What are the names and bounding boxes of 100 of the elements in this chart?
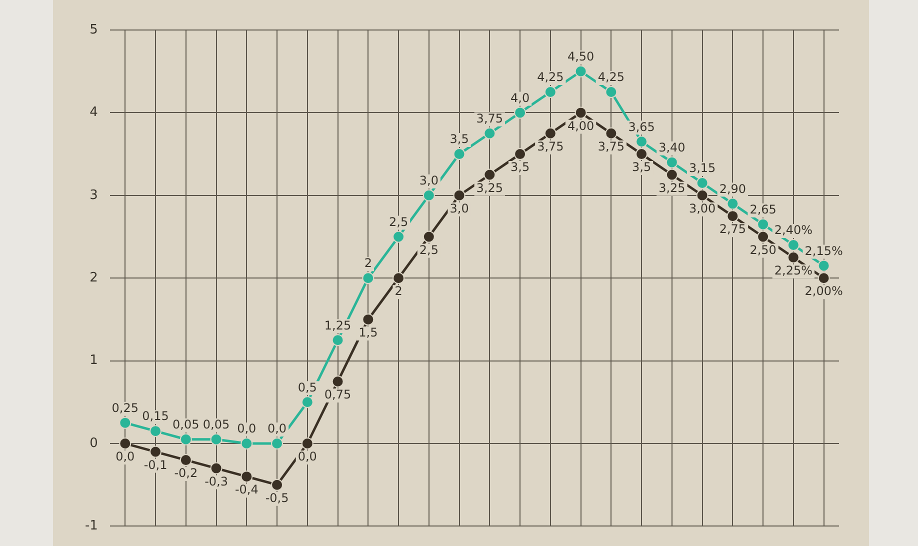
data-label: 0,75 [324, 388, 352, 402]
point [605, 127, 618, 140]
y-tick-label: -1 [84, 518, 98, 534]
data-label: 2,5 [419, 242, 438, 257]
y-tick-label: 3 [90, 188, 98, 203]
point [271, 478, 284, 491]
data-label: 3,75 [537, 140, 564, 154]
point [362, 272, 374, 284]
data-label: 4,00 [567, 118, 594, 133]
data-label: 3,40 [658, 140, 686, 154]
data-label: 2,00% [804, 284, 843, 298]
data-label: 0,5 [298, 380, 317, 394]
point [422, 230, 435, 243]
data-label: 0,0 [298, 450, 317, 464]
data-label: 0,0 [237, 422, 256, 436]
point [119, 438, 132, 450]
data-label: 3,15 [688, 161, 716, 176]
point [332, 334, 344, 346]
data-label: 3,25 [476, 180, 504, 195]
point [818, 260, 830, 272]
point [787, 251, 800, 264]
point [301, 438, 314, 450]
data-label: 0,05 [202, 417, 230, 432]
data-label: 3,5 [450, 132, 469, 146]
point [787, 239, 800, 252]
data-label: -0,2 [174, 466, 198, 480]
data-label: -0,5 [265, 490, 289, 505]
data-label: 1,5 [358, 326, 378, 340]
data-label: 2 [394, 284, 402, 298]
y-tick-label: 4 [90, 105, 98, 120]
point [514, 106, 526, 119]
point [150, 425, 162, 438]
data-label: 0,05 [172, 417, 200, 432]
point [574, 106, 587, 119]
point [574, 65, 587, 78]
point [453, 148, 466, 160]
point [392, 272, 405, 284]
data-label: -0,4 [234, 482, 258, 497]
point [180, 454, 192, 466]
point [726, 210, 739, 222]
point [636, 136, 648, 148]
data-label: 2 [364, 256, 372, 270]
data-label: 2,65 [750, 202, 776, 216]
point [696, 176, 708, 189]
point [392, 230, 405, 243]
point [514, 148, 526, 160]
data-label: 4,25 [537, 70, 564, 84]
y-tick-label: 0 [90, 436, 98, 451]
data-label: 2,90 [719, 182, 746, 196]
data-label: 2,5 [388, 214, 408, 229]
point [453, 189, 466, 202]
point [332, 375, 344, 388]
point [818, 272, 830, 284]
data-label: 3,00 [688, 202, 716, 216]
data-label: -0,1 [144, 458, 168, 472]
point [666, 168, 678, 181]
point [544, 86, 556, 98]
point [240, 470, 253, 483]
point [180, 433, 192, 446]
point [696, 189, 708, 202]
data-label: 3,65 [628, 120, 655, 134]
data-label: 3,5 [632, 160, 652, 174]
point [757, 230, 770, 243]
data-label: 3,75 [476, 112, 504, 126]
data-label: 3,25 [658, 180, 686, 195]
point [301, 396, 314, 408]
y-tick-label: 5 [90, 22, 98, 38]
data-label: 3,0 [450, 202, 469, 216]
data-label: -0,3 [204, 474, 228, 488]
data-label: 2,25% [774, 264, 812, 278]
y-tick-label: 1 [90, 353, 98, 368]
point [757, 218, 770, 230]
point [422, 189, 435, 202]
data-label: 3,0 [419, 174, 438, 188]
data-label: 2,75 [719, 222, 746, 236]
data-label: 4,50 [567, 49, 594, 64]
point [362, 313, 374, 326]
point [636, 148, 648, 160]
point [484, 168, 496, 181]
data-label: 3,75 [598, 140, 625, 154]
point [150, 446, 162, 458]
point [240, 438, 253, 450]
y-tick-label: 2 [90, 270, 98, 286]
point [605, 86, 618, 98]
point [544, 127, 556, 140]
point [726, 198, 739, 210]
data-label: 0,0 [267, 422, 287, 436]
point [119, 416, 132, 429]
data-label: 2,15% [804, 244, 843, 258]
data-label: 0,15 [142, 409, 169, 424]
data-label: 3,5 [510, 160, 530, 174]
point [271, 438, 284, 450]
point [210, 433, 222, 446]
data-label: 4,25 [598, 70, 625, 84]
point [484, 127, 496, 140]
data-label: 0,0 [116, 450, 135, 464]
data-label: 0,25 [112, 400, 139, 415]
data-label: 2,40% [774, 223, 812, 238]
data-label: 1,25 [324, 318, 352, 332]
point [210, 462, 222, 474]
